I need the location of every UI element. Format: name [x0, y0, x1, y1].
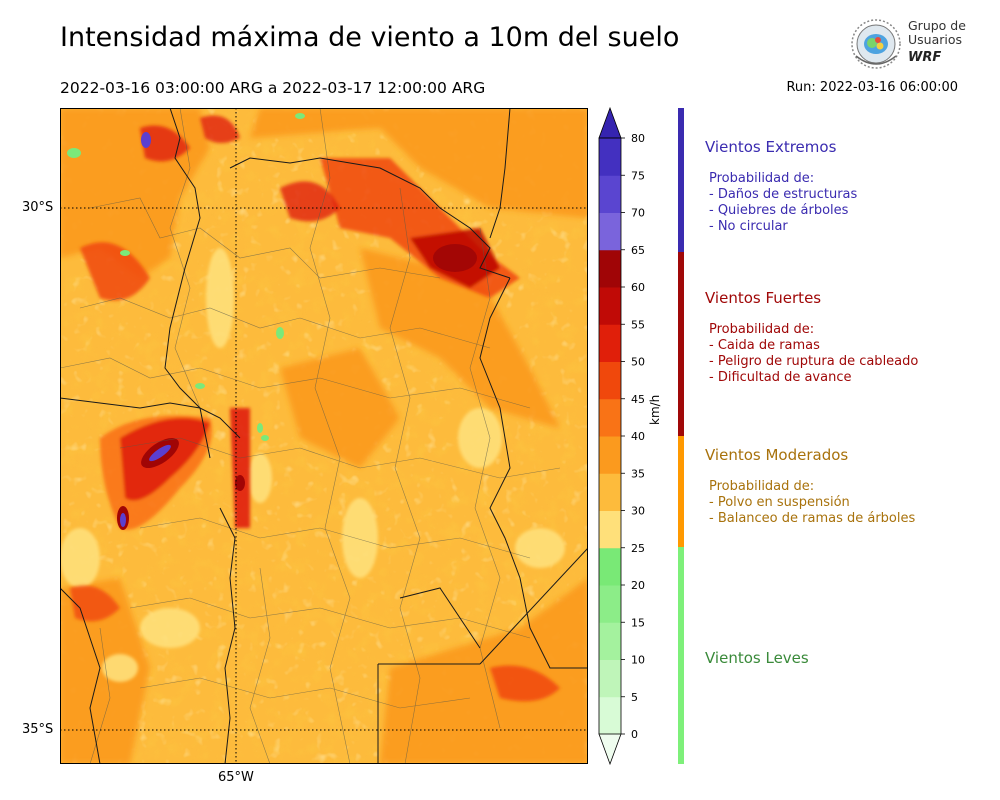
- colorbar-cell: [599, 249, 621, 288]
- colorbar-cell: [599, 212, 621, 251]
- run-timestamp: Run: 2022-03-16 06:00:00: [786, 80, 958, 95]
- colorbar-tick-label: 0: [631, 728, 638, 741]
- category-bar-moderate: [678, 436, 684, 547]
- colorbar-cell: [599, 398, 621, 437]
- wind-yellow-zones: [60, 248, 565, 682]
- lat-label-30s: 30°S: [22, 200, 54, 215]
- colorbar-cells: [598, 106, 622, 766]
- colorbar-cell: [599, 138, 621, 176]
- lon-label-65w: 65°W: [218, 770, 254, 785]
- colorbar-tick-label: 10: [631, 654, 645, 667]
- colorbar-cell: [599, 547, 621, 586]
- colorbar-cell: [599, 696, 621, 735]
- category-moderate-line: - Balanceo de ramas de árboles: [709, 511, 916, 526]
- colorbar-tick-label: 75: [631, 169, 645, 182]
- colorbar-cell: [599, 436, 621, 474]
- category-moderate-line: Probabilidad de:: [709, 479, 815, 494]
- colorbar-tick-label: 50: [631, 356, 645, 369]
- colorbar-tick-label: 45: [631, 393, 645, 406]
- colorbar: 0 5 10 15 20 25 30 35 40 45 50 55 60 65 70 75 80: [598, 106, 645, 766]
- colorbar-tick-label: 55: [631, 318, 645, 331]
- colorbar-tick-label: 15: [631, 616, 645, 629]
- colorbar-cell: [599, 324, 621, 362]
- globe-logo-icon: [851, 19, 901, 69]
- colorbar-tick-label: 70: [631, 207, 645, 220]
- colorbar-tick-label: 40: [631, 430, 645, 443]
- category-strong: Vientos Fuertes Probabilidad de: - Caida…: [705, 289, 985, 386]
- map-frame: [60, 108, 588, 764]
- category-moderate-line: - Polvo en suspensión: [709, 495, 850, 510]
- province-borders: [60, 108, 588, 764]
- wind-map: [60, 108, 588, 764]
- colorbar-tick-label: 65: [631, 244, 645, 257]
- category-light-title: Vientos Leves: [705, 649, 809, 667]
- wind-extreme-zones: [117, 132, 477, 530]
- colorbar-cell: [599, 585, 621, 623]
- category-strong-title: Vientos Fuertes: [705, 289, 822, 307]
- category-extreme-line: - Daños de estructuras: [709, 187, 858, 202]
- category-bar-strong: [678, 252, 684, 436]
- colorbar-tick-label: 35: [631, 467, 645, 480]
- category-extreme-line: - No circular: [709, 219, 788, 234]
- logo-line-1: Grupo de: [908, 18, 966, 33]
- colorbar-cell: [599, 659, 621, 698]
- logo-wrf: WRF: [908, 50, 942, 65]
- wrf-logo: Grupo de Usuarios WRF: [848, 16, 968, 74]
- forecast-period: 2022-03-16 03:00:00 ARG a 2022-03-17 12:…: [60, 79, 486, 97]
- colorbar-tick-label: 20: [631, 579, 645, 592]
- category-bar-extreme: [678, 108, 684, 252]
- category-extreme-title: Vientos Extremos: [705, 138, 837, 156]
- category-extreme-line: Probabilidad de:: [709, 171, 815, 186]
- category-strong-line: Probabilidad de:: [709, 322, 815, 337]
- category-extreme: Vientos Extremos Probabilidad de: - Daño…: [705, 138, 985, 235]
- colorbar-ticks: 0 5 10 15 20 25 30 35 40 45 50 55 60 65 70 75 80: [621, 132, 645, 741]
- category-bar-light: [678, 547, 684, 764]
- category-moderate: Vientos Moderados Probabilidad de: - Pol…: [705, 446, 985, 527]
- colorbar-tick-label: 60: [631, 281, 645, 294]
- colorbar-cell: [599, 361, 621, 400]
- category-strong-line: - Caida de ramas: [709, 338, 820, 353]
- colorbar-cell: [599, 622, 621, 660]
- colorbar-over-triangle: [598, 106, 622, 139]
- colorbar-cell: [599, 175, 621, 213]
- colorbar-cell: [599, 473, 621, 511]
- colorbar-tick-label: 5: [631, 691, 638, 704]
- colorbar-tick-label: 30: [631, 505, 645, 518]
- lat-label-35s: 35°S: [22, 722, 54, 737]
- graticule: [60, 108, 588, 764]
- logo-line-2: Usuarios: [908, 32, 963, 47]
- colorbar-under-triangle: [598, 733, 622, 766]
- colorbar-cell: [599, 287, 621, 325]
- colorbar-tick-label: 25: [631, 542, 645, 555]
- category-light: Vientos Leves: [705, 649, 985, 667]
- colorbar-unit: km/h: [648, 394, 662, 425]
- category-moderate-title: Vientos Moderados: [705, 446, 849, 464]
- category-strong-line: - Dificultad de avance: [709, 370, 852, 385]
- category-strong-line: - Peligro de ruptura de cableado: [709, 354, 919, 369]
- colorbar-tick-label: 80: [631, 132, 645, 145]
- wind-light-zones: [67, 113, 305, 441]
- colorbar-cell: [599, 510, 621, 549]
- department-borders: [60, 108, 561, 764]
- logo-text: Grupo de Usuarios: [908, 19, 966, 47]
- map-title: Intensidad máxima de viento a 10m del su…: [60, 22, 680, 53]
- category-extreme-line: - Quiebres de árboles: [709, 203, 849, 218]
